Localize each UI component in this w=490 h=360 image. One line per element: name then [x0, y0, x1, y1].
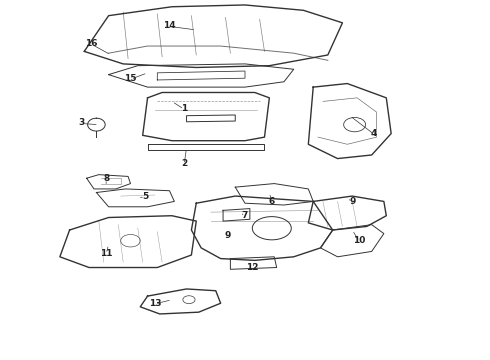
- Text: 11: 11: [100, 249, 112, 258]
- Text: 8: 8: [103, 174, 109, 183]
- Text: 12: 12: [246, 263, 259, 272]
- Text: 9: 9: [349, 197, 355, 206]
- Text: 10: 10: [353, 236, 366, 245]
- Text: 6: 6: [269, 197, 275, 206]
- Text: 1: 1: [181, 104, 187, 113]
- Text: 5: 5: [142, 192, 148, 201]
- Text: 4: 4: [371, 129, 377, 138]
- Text: 7: 7: [242, 211, 248, 220]
- Text: 9: 9: [225, 231, 231, 240]
- Text: 2: 2: [181, 159, 187, 168]
- Text: 3: 3: [79, 118, 85, 127]
- Text: 15: 15: [124, 74, 137, 83]
- Text: 13: 13: [148, 299, 161, 308]
- Text: 16: 16: [85, 39, 98, 48]
- Text: 14: 14: [163, 21, 176, 30]
